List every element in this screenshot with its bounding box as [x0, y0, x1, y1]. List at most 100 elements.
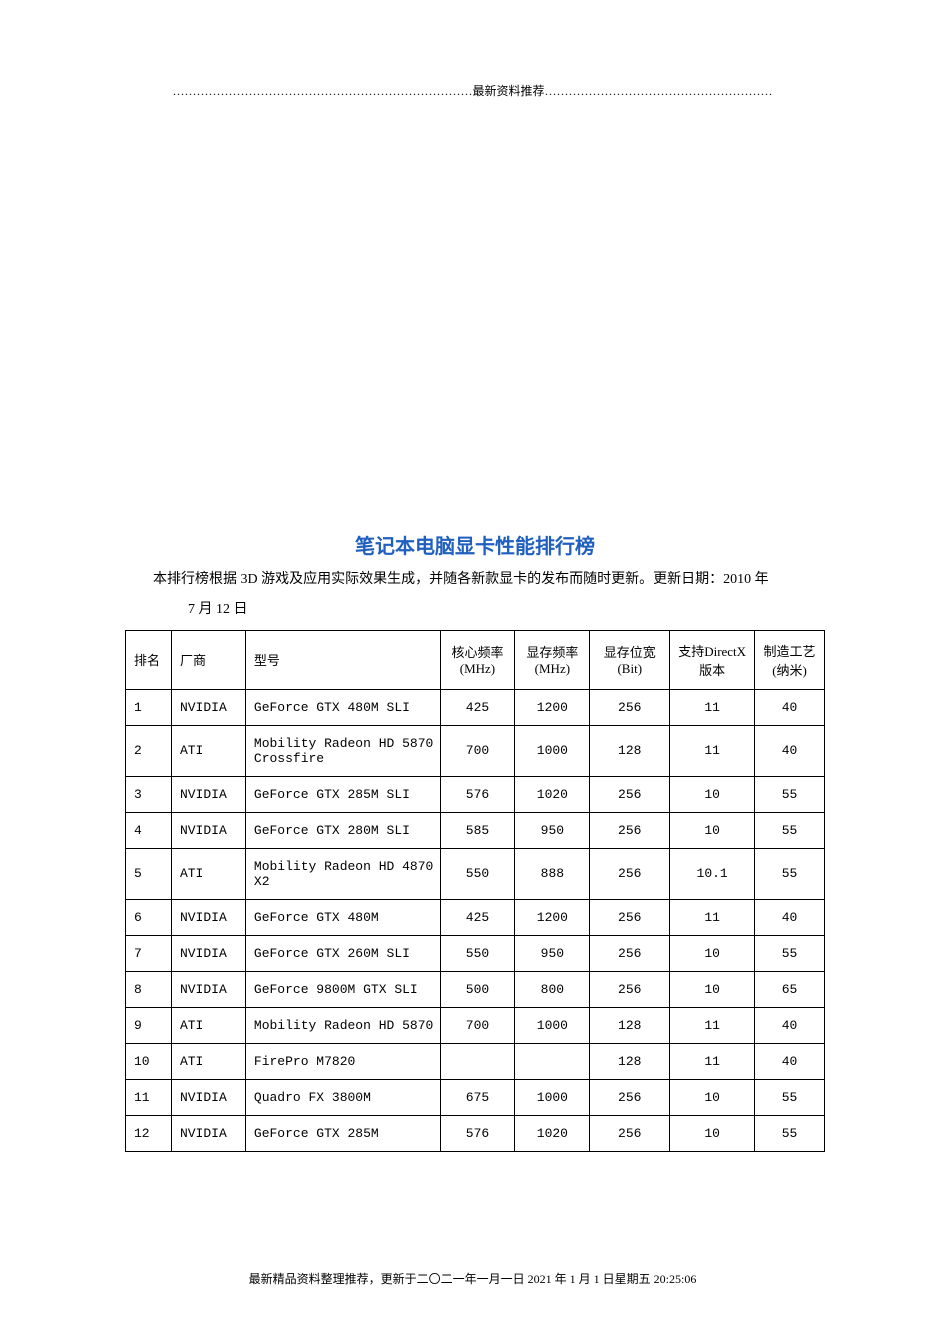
- cell-rank: 6: [126, 899, 172, 935]
- cell-bus: 256: [590, 1115, 670, 1151]
- cell-dx: 11: [670, 725, 755, 776]
- table-row: 9ATIMobility Radeon HD 58707001000128114…: [126, 1007, 825, 1043]
- cell-core: 550: [440, 848, 515, 899]
- cell-core: 550: [440, 935, 515, 971]
- cell-model: GeForce 9800M GTX SLI: [245, 971, 440, 1007]
- table-row: 12NVIDIAGeForce GTX 285M57610202561055: [126, 1115, 825, 1151]
- cell-model: Mobility Radeon HD 5870 Crossfire: [245, 725, 440, 776]
- cell-bus: 256: [590, 776, 670, 812]
- cell-bus: 256: [590, 899, 670, 935]
- table-header-row: 排名 厂商 型号 核心频率(MHz) 显存频率(MHz) 显存位宽(Bit) 支…: [126, 630, 825, 689]
- cell-process: 40: [755, 1043, 825, 1079]
- cell-vendor: NVIDIA: [171, 1079, 245, 1115]
- col-header-process: 制造工艺(纳米): [755, 630, 825, 689]
- cell-process: 55: [755, 1115, 825, 1151]
- cell-core: 425: [440, 899, 515, 935]
- cell-process: 40: [755, 899, 825, 935]
- cell-rank: 10: [126, 1043, 172, 1079]
- col-header-core: 核心频率(MHz): [440, 630, 515, 689]
- cell-mem: 800: [515, 971, 590, 1007]
- cell-mem: 950: [515, 812, 590, 848]
- cell-model: GeForce GTX 480M SLI: [245, 689, 440, 725]
- cell-dx: 10: [670, 971, 755, 1007]
- cell-process: 65: [755, 971, 825, 1007]
- cell-core: 576: [440, 1115, 515, 1151]
- cell-vendor: NVIDIA: [171, 1115, 245, 1151]
- document-description: 本排行榜根据 3D 游戏及应用实际效果生成，并随各新款显卡的发布而随时更新。更新…: [125, 569, 825, 591]
- table-row: 7NVIDIAGeForce GTX 260M SLI5509502561055: [126, 935, 825, 971]
- table-row: 11NVIDIAQuadro FX 3800M67510002561055: [126, 1079, 825, 1115]
- page-footer: 最新精品资料整理推荐，更新于二〇二一年一月一日 2021 年 1 月 1 日星期…: [0, 1270, 945, 1287]
- cell-rank: 5: [126, 848, 172, 899]
- cell-core: [440, 1043, 515, 1079]
- cell-bus: 256: [590, 935, 670, 971]
- cell-rank: 3: [126, 776, 172, 812]
- cell-rank: 4: [126, 812, 172, 848]
- gpu-ranking-table: 排名 厂商 型号 核心频率(MHz) 显存频率(MHz) 显存位宽(Bit) 支…: [125, 630, 825, 1152]
- cell-mem: 1000: [515, 1079, 590, 1115]
- cell-dx: 11: [670, 1007, 755, 1043]
- cell-vendor: ATI: [171, 1007, 245, 1043]
- cell-core: 425: [440, 689, 515, 725]
- cell-mem: 1020: [515, 776, 590, 812]
- cell-rank: 7: [126, 935, 172, 971]
- cell-bus: 128: [590, 1043, 670, 1079]
- table-row: 6NVIDIAGeForce GTX 480M42512002561140: [126, 899, 825, 935]
- cell-process: 40: [755, 1007, 825, 1043]
- col-header-bus: 显存位宽(Bit): [590, 630, 670, 689]
- table-row: 3NVIDIAGeForce GTX 285M SLI5761020256105…: [126, 776, 825, 812]
- table-row: 8NVIDIAGeForce 9800M GTX SLI500800256106…: [126, 971, 825, 1007]
- col-header-rank: 排名: [126, 630, 172, 689]
- cell-dx: 10: [670, 935, 755, 971]
- col-header-model: 型号: [245, 630, 440, 689]
- cell-process: 55: [755, 1079, 825, 1115]
- cell-process: 55: [755, 848, 825, 899]
- cell-core: 500: [440, 971, 515, 1007]
- cell-model: GeForce GTX 480M: [245, 899, 440, 935]
- cell-bus: 256: [590, 812, 670, 848]
- cell-dx: 10.1: [670, 848, 755, 899]
- cell-process: 55: [755, 776, 825, 812]
- cell-dx: 11: [670, 899, 755, 935]
- cell-bus: 128: [590, 1007, 670, 1043]
- table-row: 1NVIDIAGeForce GTX 480M SLI4251200256114…: [126, 689, 825, 725]
- cell-vendor: ATI: [171, 1043, 245, 1079]
- cell-bus: 256: [590, 1079, 670, 1115]
- cell-model: Quadro FX 3800M: [245, 1079, 440, 1115]
- col-header-mem: 显存频率(MHz): [515, 630, 590, 689]
- cell-model: GeForce GTX 260M SLI: [245, 935, 440, 971]
- cell-mem: 1020: [515, 1115, 590, 1151]
- cell-bus: 256: [590, 848, 670, 899]
- cell-model: GeForce GTX 280M SLI: [245, 812, 440, 848]
- cell-vendor: NVIDIA: [171, 812, 245, 848]
- cell-dx: 10: [670, 812, 755, 848]
- cell-vendor: ATI: [171, 725, 245, 776]
- cell-bus: 128: [590, 725, 670, 776]
- col-header-dx: 支持DirectX 版本: [670, 630, 755, 689]
- cell-core: 700: [440, 1007, 515, 1043]
- table-body: 1NVIDIAGeForce GTX 480M SLI4251200256114…: [126, 689, 825, 1151]
- cell-core: 585: [440, 812, 515, 848]
- cell-rank: 2: [126, 725, 172, 776]
- cell-mem: 1200: [515, 899, 590, 935]
- page-header-line: …………………………………………………………………最新资料推荐…………………………: [0, 82, 945, 99]
- cell-core: 675: [440, 1079, 515, 1115]
- cell-model: GeForce GTX 285M: [245, 1115, 440, 1151]
- cell-model: GeForce GTX 285M SLI: [245, 776, 440, 812]
- cell-dx: 11: [670, 689, 755, 725]
- cell-vendor: NVIDIA: [171, 689, 245, 725]
- cell-mem: 1000: [515, 1007, 590, 1043]
- cell-vendor: NVIDIA: [171, 971, 245, 1007]
- cell-core: 576: [440, 776, 515, 812]
- cell-mem: 1000: [515, 725, 590, 776]
- cell-dx: 10: [670, 1079, 755, 1115]
- cell-process: 40: [755, 689, 825, 725]
- table-row: 10ATIFirePro M78201281140: [126, 1043, 825, 1079]
- cell-mem: 950: [515, 935, 590, 971]
- cell-rank: 1: [126, 689, 172, 725]
- table-row: 2ATIMobility Radeon HD 5870 Crossfire700…: [126, 725, 825, 776]
- cell-dx: 10: [670, 776, 755, 812]
- cell-core: 700: [440, 725, 515, 776]
- cell-model: FirePro M7820: [245, 1043, 440, 1079]
- cell-rank: 11: [126, 1079, 172, 1115]
